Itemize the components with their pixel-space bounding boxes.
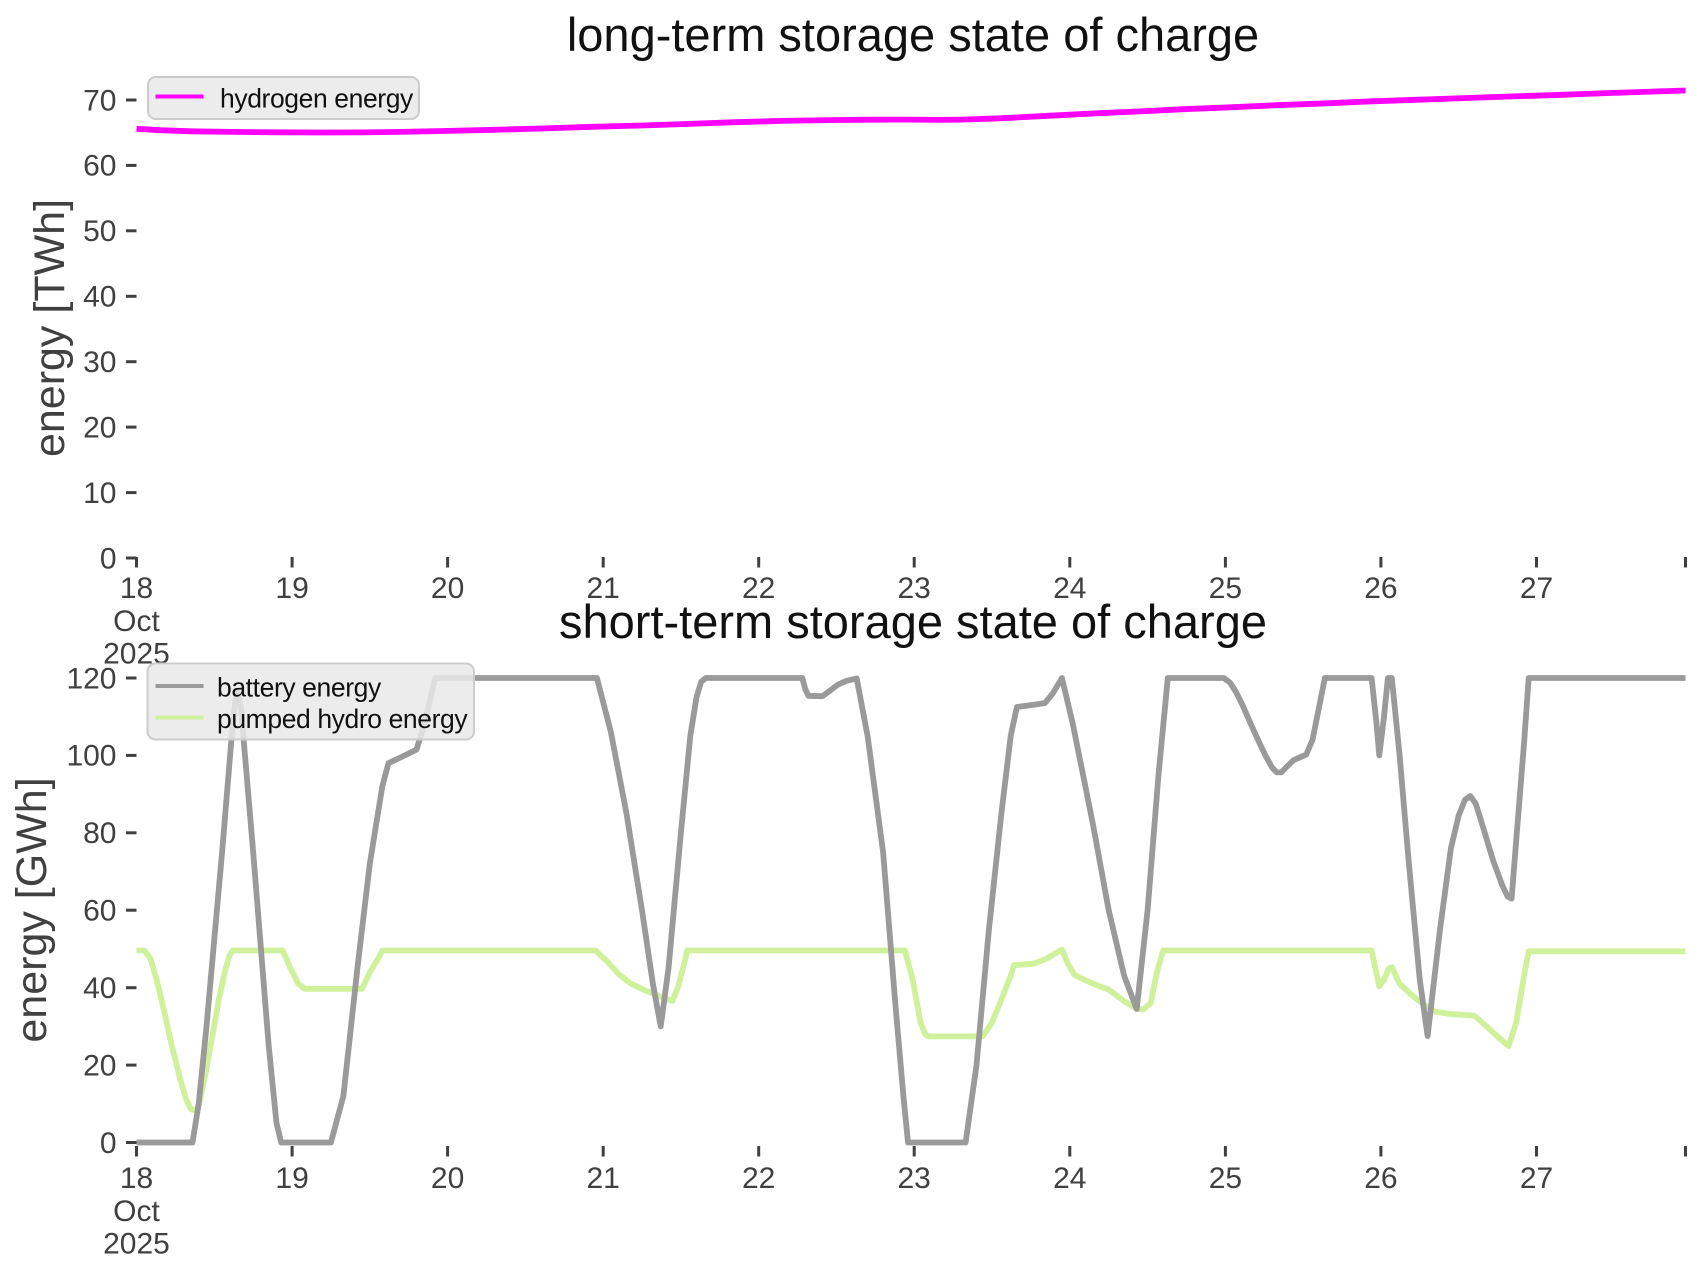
- svg-text:27: 27: [1520, 572, 1553, 605]
- svg-text:100: 100: [66, 740, 116, 773]
- svg-text:18: 18: [120, 1162, 153, 1195]
- svg-text:22: 22: [742, 1162, 775, 1195]
- svg-text:23: 23: [898, 1162, 931, 1195]
- svg-text:80: 80: [83, 817, 116, 850]
- svg-text:Oct: Oct: [113, 1195, 160, 1228]
- svg-text:hydrogen energy: hydrogen energy: [220, 84, 414, 114]
- svg-text:25: 25: [1209, 1162, 1242, 1195]
- svg-text:pumped hydro energy: pumped hydro energy: [217, 704, 468, 734]
- svg-text:60: 60: [83, 150, 116, 183]
- svg-text:70: 70: [83, 84, 116, 117]
- svg-text:short-term storage state of ch: short-term storage state of charge: [559, 595, 1267, 648]
- svg-text:Oct: Oct: [113, 605, 160, 638]
- svg-text:30: 30: [83, 346, 116, 379]
- svg-text:20: 20: [83, 411, 116, 444]
- svg-text:23: 23: [898, 572, 931, 605]
- svg-text:19: 19: [275, 572, 308, 605]
- svg-text:18: 18: [120, 572, 153, 605]
- svg-text:20: 20: [431, 1162, 464, 1195]
- svg-text:24: 24: [1053, 1162, 1086, 1195]
- svg-text:19: 19: [275, 1162, 308, 1195]
- svg-text:22: 22: [742, 572, 775, 605]
- svg-text:50: 50: [83, 215, 116, 248]
- svg-text:energy [TWh]: energy [TWh]: [26, 199, 74, 457]
- svg-text:26: 26: [1364, 572, 1397, 605]
- svg-text:0: 0: [100, 542, 117, 575]
- svg-text:21: 21: [587, 572, 620, 605]
- svg-text:120: 120: [66, 662, 116, 695]
- svg-text:40: 40: [83, 281, 116, 314]
- svg-text:energy [GWh]: energy [GWh]: [8, 777, 56, 1042]
- svg-text:long-term storage state of cha: long-term storage state of charge: [567, 8, 1259, 61]
- svg-text:25: 25: [1209, 572, 1242, 605]
- svg-text:24: 24: [1053, 572, 1086, 605]
- svg-text:0: 0: [100, 1127, 117, 1160]
- svg-text:60: 60: [83, 895, 116, 928]
- svg-text:20: 20: [83, 1049, 116, 1082]
- svg-text:2025: 2025: [103, 1228, 170, 1261]
- svg-text:27: 27: [1520, 1162, 1553, 1195]
- svg-text:10: 10: [83, 477, 116, 510]
- svg-text:26: 26: [1364, 1162, 1397, 1195]
- svg-text:20: 20: [431, 572, 464, 605]
- svg-text:21: 21: [587, 1162, 620, 1195]
- svg-text:battery energy: battery energy: [217, 673, 382, 703]
- svg-text:40: 40: [83, 972, 116, 1005]
